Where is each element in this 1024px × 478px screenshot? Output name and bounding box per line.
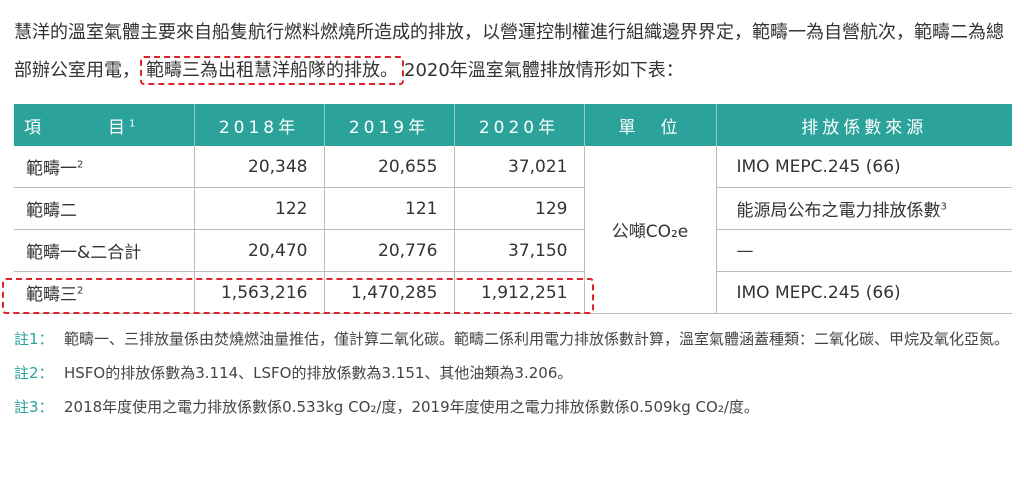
table-row: 範疇一2 20,348 20,655 37,021 公噸CO₂e IMO MEP…	[14, 146, 1012, 314]
footnote: 註2： HSFO的排放係數為3.114、LSFO的排放係數為3.151、其他油類…	[14, 360, 1014, 386]
header-item: 項 目1	[14, 104, 195, 146]
unit-cell: 公噸CO₂e	[584, 146, 717, 314]
footnote: 註3： 2018年度使用之電力排放係數係0.533kg CO₂/度，2019年度…	[14, 394, 1014, 420]
footnote-text: 範疇一、三排放量係由焚燒燃油量推估，僅計算二氧化碳。範疇二係利用電力排放係數計算…	[64, 330, 1010, 348]
header-unit: 單 位	[584, 104, 717, 146]
footnote-label: 註1：	[14, 330, 54, 348]
header-source: 排放係數來源	[716, 104, 1012, 146]
table-row: 範疇二 122 121 129 能源局公布之電力排放係數3	[14, 187, 1012, 230]
row-label: 範疇一2	[14, 146, 195, 188]
footnote-label: 註2：	[14, 364, 54, 382]
cell-2019: 121	[324, 187, 455, 230]
cell-2019: 1,470,285	[324, 271, 455, 314]
intro-text-part1: 慧洋的溫室氣體主要來自船隻航行燃料燃燒所造成的排放，以營運控制權進行組織邊界界定…	[14, 22, 1004, 81]
cell-2018: 122	[194, 187, 325, 230]
intro-text-part2: 2020年溫室氣體排放情形如下表：	[404, 60, 684, 81]
emissions-table: 項 目1 2018年 2019年 2020年 單 位 排放係數來源 範疇一2 2…	[14, 104, 1012, 314]
cell-2019: 20,776	[324, 229, 455, 272]
footnotes: 註1： 範疇一、三排放量係由焚燒燃油量推估，僅計算二氧化碳。範疇二係利用電力排放…	[14, 326, 1014, 428]
footnote-label: 註3：	[14, 398, 54, 416]
row-label: 範疇三2	[14, 271, 195, 314]
footnote-text: HSFO的排放係數為3.114、LSFO的排放係數為3.151、其他油類為3.2…	[64, 364, 573, 382]
cell-2019: 20,655	[324, 146, 455, 188]
header-2018: 2018年	[194, 104, 325, 146]
cell-2018: 20,348	[194, 146, 325, 188]
header-2020: 2020年	[454, 104, 585, 146]
row-label: 範疇二	[14, 187, 195, 230]
footnote: 註1： 範疇一、三排放量係由焚燒燃油量推估，僅計算二氧化碳。範疇二係利用電力排放…	[14, 326, 1014, 352]
footnote-text: 2018年度使用之電力排放係數係0.533kg CO₂/度，2019年度使用之電…	[64, 398, 759, 416]
cell-2020: 1,912,251	[454, 271, 585, 314]
cell-2020: 129	[454, 187, 585, 230]
cell-source: IMO MEPC.245 (66)	[716, 146, 1012, 188]
cell-source: IMO MEPC.245 (66)	[716, 271, 1012, 314]
cell-2020: 37,150	[454, 229, 585, 272]
intro-paragraph: 慧洋的溫室氣體主要來自船隻航行燃料燃燒所造成的排放，以營運控制權進行組織邊界界定…	[14, 14, 1014, 90]
cell-source: —	[716, 229, 1012, 272]
cell-source: 能源局公布之電力排放係數3	[716, 187, 1012, 230]
row-label: 範疇一&二合計	[14, 229, 195, 272]
table-header-row: 項 目1 2018年 2019年 2020年 單 位 排放係數來源	[14, 104, 1012, 146]
cell-2018: 20,470	[194, 229, 325, 272]
intro-highlight: 範疇三為出租慧洋船隊的排放。	[140, 56, 404, 85]
cell-2020: 37,021	[454, 146, 585, 188]
table-row: 範疇三2 1,563,216 1,470,285 1,912,251 IMO M…	[14, 271, 1012, 314]
header-2019: 2019年	[324, 104, 455, 146]
cell-2018: 1,563,216	[194, 271, 325, 314]
table-row: 範疇一&二合計 20,470 20,776 37,150 —	[14, 229, 1012, 272]
